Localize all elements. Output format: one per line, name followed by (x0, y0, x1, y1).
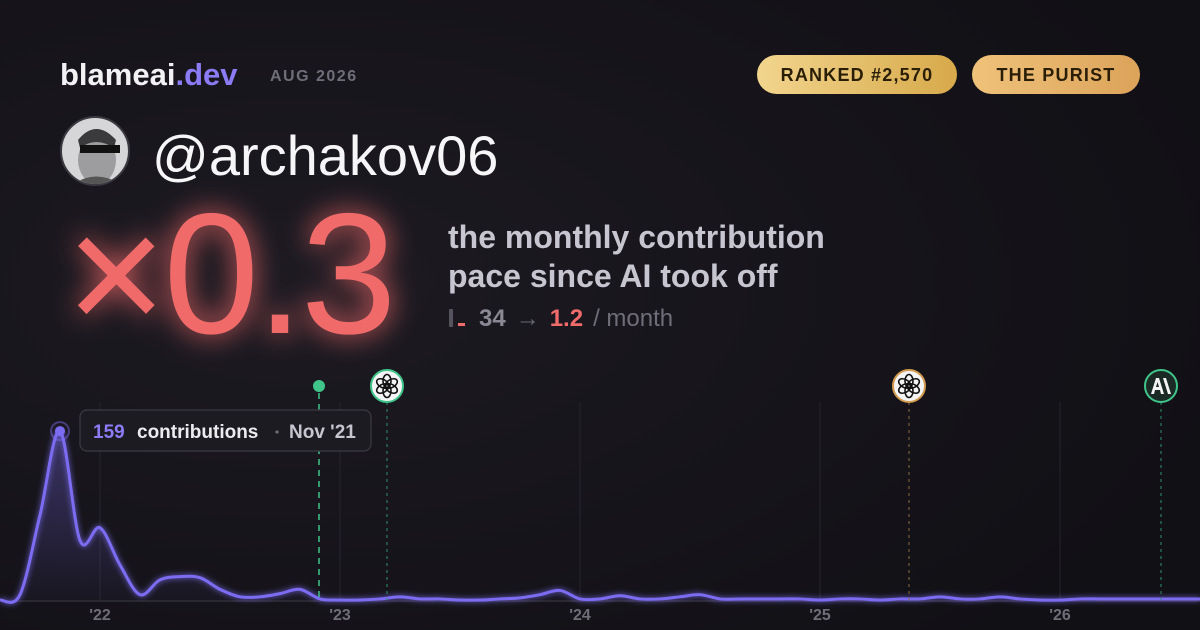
x-tick-label: '23 (329, 607, 351, 624)
brand-name: blameai (60, 57, 175, 92)
multiplier: ×0.3 (66, 178, 394, 370)
x-tick-label: '22 (89, 607, 111, 624)
chart: '22 '23 '24 '25 '26 (0, 402, 1200, 624)
pace-after: 1.2 (550, 305, 583, 332)
milestone-dot (313, 380, 325, 392)
persona-badge-bg (972, 55, 1140, 94)
tooltip-separator (275, 430, 279, 434)
pace-icon (449, 309, 465, 327)
tooltip-date: Nov '21 (289, 422, 356, 443)
rank-badge-bg (757, 55, 957, 94)
highlight-ring (50, 421, 70, 442)
x-tick-label: '26 (1049, 607, 1071, 624)
x-tick-label: '25 (809, 607, 831, 624)
tooltip: 159 contributions Nov '21 (79, 409, 372, 452)
line (0, 429, 1200, 604)
handle: @archakov06 (152, 124, 498, 187)
area (0, 430, 1200, 603)
x-tick-label: '24 (569, 607, 591, 624)
caption-line: pace since AI took off (448, 258, 778, 294)
avatar (60, 116, 130, 186)
tooltip-unit: contributions (137, 422, 258, 443)
caption-line: the monthly contribution (448, 219, 825, 255)
milestones (313, 369, 1178, 600)
rank-badge: RANKED #2,570 (781, 65, 934, 85)
brand: blameai.dev (60, 57, 238, 92)
highlight-point (55, 426, 65, 437)
openai-logo (892, 369, 926, 403)
brand-suffix: .dev (175, 57, 238, 92)
persona-badge: THE PURIST (996, 65, 1115, 85)
pace-unit: / month (593, 305, 673, 332)
tooltip-bg (79, 409, 372, 452)
tooltip-value: 159 (93, 422, 125, 443)
anthropic-logo (1144, 369, 1178, 403)
pace-line: 34 → 1.2 / month (479, 305, 673, 332)
pace-before: 34 (479, 305, 506, 332)
pace-arrow: → (516, 305, 540, 332)
openai-logo (370, 369, 404, 403)
period: AUG 2026 (270, 68, 358, 85)
